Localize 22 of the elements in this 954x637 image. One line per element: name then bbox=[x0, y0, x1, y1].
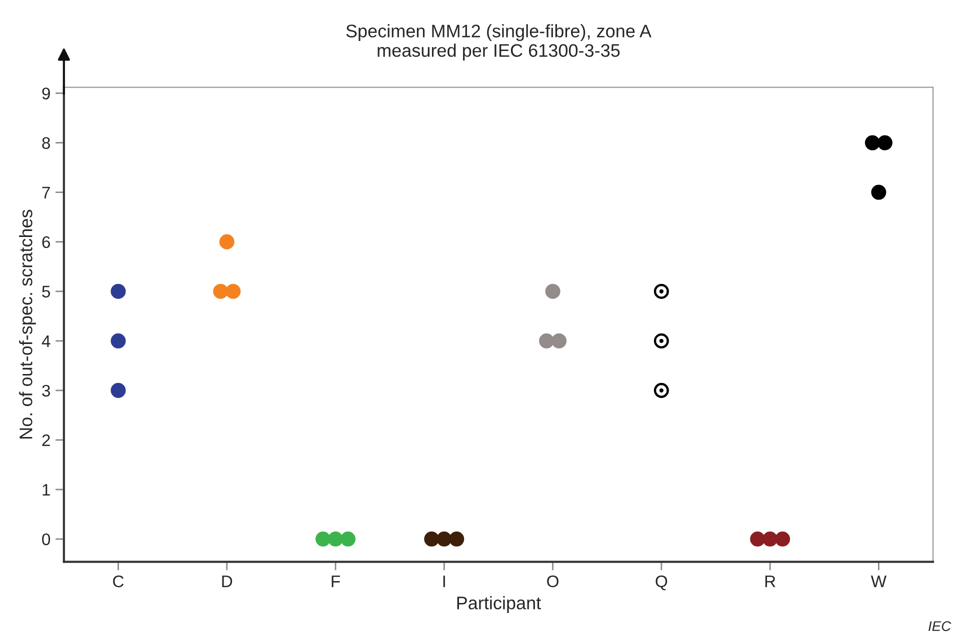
text: IEC bbox=[928, 621, 952, 632]
x-tick-label: W bbox=[870, 576, 886, 588]
x-axis-title: Participant bbox=[457, 596, 541, 613]
y-tick-label: 1 bbox=[42, 484, 50, 496]
y-axis-title: No. of out-of-spec. scratches bbox=[19, 210, 36, 438]
y-tick-label: 2 bbox=[42, 434, 50, 446]
x-tick-label: D bbox=[222, 576, 232, 588]
y-tick-label: 9 bbox=[42, 88, 50, 100]
x-tick-label: O bbox=[547, 575, 558, 588]
y-tick-label: 8 bbox=[42, 137, 50, 149]
x-tick-label: I bbox=[443, 576, 445, 588]
x-tick-label: Q bbox=[656, 575, 668, 590]
y-tick-label: 7 bbox=[42, 186, 50, 198]
y-tick-label: 3 bbox=[42, 384, 50, 397]
x-tick-label: R bbox=[765, 576, 776, 588]
chart-title: Specimen MM12 (single-fibre), zone A measured per IEC 61300-3-35 bbox=[346, 24, 652, 60]
y-tick-label: 0 bbox=[42, 533, 50, 546]
x-tick-label: C bbox=[113, 575, 124, 588]
x-tick-label: F bbox=[332, 576, 340, 588]
y-tick-label: 6 bbox=[42, 236, 50, 248]
y-tick-label: 4 bbox=[42, 335, 50, 347]
y-tick-label: 5 bbox=[42, 286, 50, 298]
